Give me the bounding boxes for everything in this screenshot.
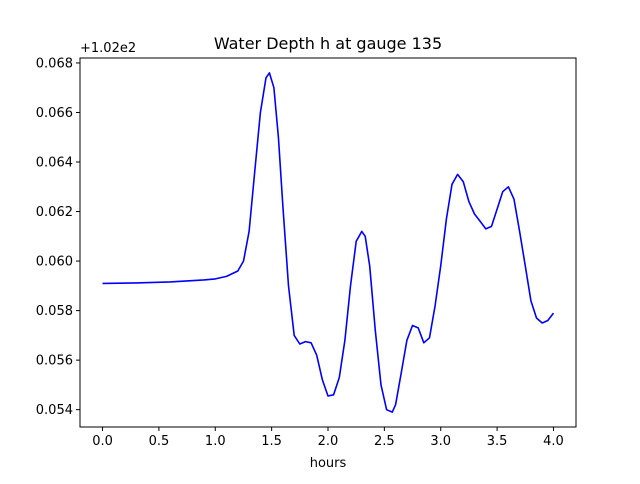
x-axis: 0.0 0.5 1.0 1.5 2.0 2.5 3.0 3.5 4.0 <box>92 427 564 449</box>
y-tick-label: 0.066 <box>36 106 73 121</box>
y-tick-label: 0.062 <box>36 205 73 220</box>
axes-frame <box>79 57 577 428</box>
y-tick-label: 0.056 <box>36 354 73 369</box>
x-tick-label: 2.5 <box>374 434 395 449</box>
y-tick-label: 0.058 <box>36 304 73 319</box>
x-tick-label: 0.0 <box>92 434 113 449</box>
x-tick-label: 0.5 <box>149 434 170 449</box>
chart-title: Water Depth h at gauge 135 <box>214 34 442 53</box>
x-axis-label: hours <box>310 456 347 471</box>
y-offset-text: +1.02e2 <box>80 41 136 56</box>
x-tick-label: 1.5 <box>261 434 282 449</box>
x-tick-label: 1.0 <box>205 434 226 449</box>
plot-area <box>102 72 555 413</box>
series-line <box>102 72 555 413</box>
y-tick-label: 0.068 <box>36 56 73 71</box>
y-tick-label: 0.064 <box>36 156 73 171</box>
y-axis: 0.054 0.056 0.058 0.060 0.062 0.064 0.066 0.068 <box>36 56 80 418</box>
x-tick-label: 3.5 <box>487 434 508 449</box>
y-tick-label: 0.054 <box>36 403 73 418</box>
x-tick-label: 4.0 <box>543 434 564 449</box>
y-tick-label: 0.060 <box>36 255 73 270</box>
x-tick-label: 2.0 <box>318 434 339 449</box>
x-tick-label: 3.0 <box>430 434 451 449</box>
